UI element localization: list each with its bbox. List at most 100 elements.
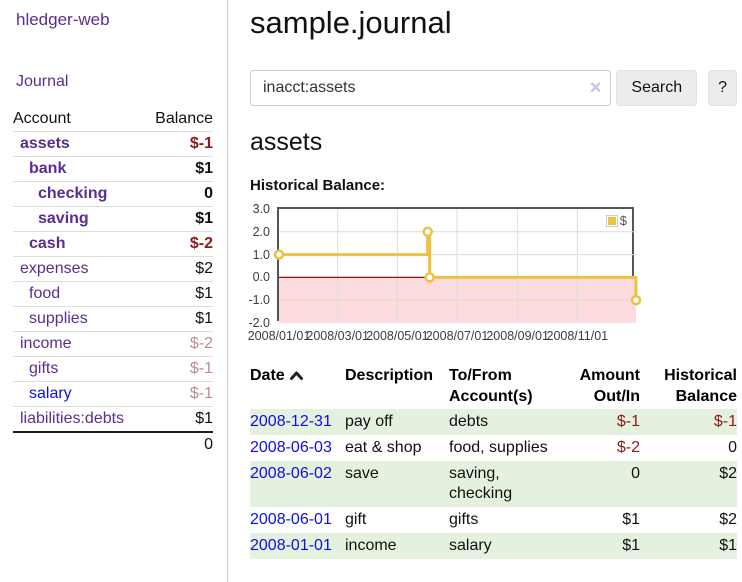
transaction-accounts: food, supplies [449, 439, 548, 456]
transaction-date-link[interactable]: 2008-06-02 [250, 465, 332, 482]
sidebar-account-food[interactable]: food [29, 285, 61, 302]
y-axis-tick-label: 0.0 [252, 270, 270, 285]
account-balance: $-1 [144, 356, 213, 382]
register-header-row: Date Description To/From Account(s) Amou… [250, 363, 737, 409]
y-axis-tick-label: 2.0 [252, 224, 270, 239]
account-balance: $-1 [144, 381, 213, 407]
account-balance: $1 [144, 406, 213, 432]
clear-search-icon[interactable]: × [589, 77, 602, 99]
register-header-date[interactable]: Date [250, 363, 345, 409]
sidebar-account-supplies[interactable]: supplies [29, 310, 88, 327]
account-row: checking 0 [13, 181, 213, 207]
account-balance: $-1 [144, 131, 213, 157]
help-button[interactable]: ? [708, 70, 737, 106]
register-header-balance-line2: Balance [675, 388, 737, 405]
accounts-header-balance: Balance [155, 110, 213, 127]
accounts-table: Account Balance assets $-1 bank $1 checking 0… [13, 107, 213, 457]
transaction-balance: $-1 [713, 413, 737, 430]
account-row: liabilities:debts $1 [13, 406, 213, 432]
sidebar-account-saving[interactable]: saving [38, 210, 89, 227]
nav-journal-link[interactable]: Journal [16, 73, 69, 90]
sidebar: hledger-web Journal Account Balance asse… [0, 0, 228, 582]
x-axis-tick-label: 2008/05/01 [366, 329, 429, 343]
transaction-accounts: debts [449, 413, 489, 430]
sidebar-account-bank[interactable]: bank [29, 160, 67, 177]
sidebar-account-income[interactable]: income [20, 335, 72, 352]
transaction-amount: 0 [631, 465, 640, 482]
transaction-date-link[interactable]: 2008-12-31 [250, 413, 332, 430]
register-table: Date Description To/From Account(s) Amou… [250, 363, 737, 559]
transaction-balance: $1 [719, 537, 737, 554]
sidebar-account-expenses[interactable]: expenses [20, 260, 89, 277]
account-balance: $-2 [144, 331, 213, 357]
x-axis-tick-label: 2008/09/01 [486, 329, 549, 343]
sidebar-account-gifts[interactable]: gifts [29, 360, 59, 377]
account-row: assets $-1 [13, 131, 213, 157]
brand-link[interactable]: hledger-web [16, 10, 110, 29]
y-axis-tick-label: 1.0 [252, 247, 270, 262]
search-button[interactable]: Search [616, 70, 698, 106]
register-header-amount-line2: Out/In [593, 388, 640, 405]
account-row: salary $-1 [13, 381, 213, 407]
sidebar-account-liabilities-debts[interactable]: liabilities:debts [20, 410, 125, 427]
x-axis-tick-label: 2008/03/01 [306, 329, 369, 343]
page-title: sample.journal [250, 5, 452, 40]
transaction-description: gift [345, 511, 367, 528]
transaction-amount: $1 [622, 511, 640, 528]
register-header-accounts-line1: To/From [449, 367, 512, 384]
register-header-description: Description [345, 367, 434, 384]
transaction-balance: $2 [719, 465, 737, 482]
search-row: × Search ? [250, 70, 737, 106]
transaction-description: save [345, 465, 379, 482]
register-row: 2008-12-31 pay off debts $-1 $-1 [250, 409, 737, 435]
sidebar-account-checking[interactable]: checking [38, 185, 108, 202]
sidebar-account-assets[interactable]: assets [20, 135, 70, 152]
transaction-description: income [345, 537, 397, 554]
register-body: 2008-12-31 pay off debts $-1 $-1 2008-06-03 ea… [250, 409, 737, 559]
transaction-description: pay off [345, 413, 393, 430]
sort-ascending-icon [289, 371, 303, 380]
balance-chart: $ 3.0 2.0 1.0 0.0 -1.0 -2.0 2008/01/01 2008/03/… [247, 202, 737, 351]
transaction-date-link[interactable]: 2008-01-01 [250, 537, 332, 554]
account-row: bank $1 [13, 156, 213, 182]
main-content: sample.journal × Search ? assets Histori… [247, 0, 737, 559]
legend-swatch-icon [605, 214, 618, 227]
x-axis-tick-label: 2008/07/01 [425, 329, 489, 343]
transaction-balance: 0 [728, 439, 737, 456]
account-balance: $1 [144, 156, 213, 182]
register-header-balance: Historical Balance [640, 363, 737, 409]
search-input[interactable] [250, 70, 612, 106]
register-header-balance-line1: Historical [664, 367, 737, 384]
account-balance: $2 [144, 256, 213, 282]
account-row: gifts $-1 [13, 356, 213, 382]
transaction-accounts: salary [449, 537, 492, 554]
transaction-balance: $2 [719, 511, 737, 528]
x-axis-tick-label: 2008/11/01 [546, 329, 609, 343]
chart-title: Historical Balance: [250, 177, 386, 194]
register-header-accounts: To/From Account(s) [449, 363, 568, 409]
transaction-date-link[interactable]: 2008-06-03 [250, 439, 332, 456]
sidebar-account-cash[interactable]: cash [29, 235, 66, 252]
transaction-accounts: saving, checking [449, 465, 513, 502]
register-row: 2008-01-01 income salary $1 $1 [250, 533, 737, 559]
account-row: cash $-2 [13, 231, 213, 257]
accounts-total-value: 0 [13, 431, 213, 457]
account-balance: 0 [144, 181, 213, 207]
accounts-header-account: Account [13, 110, 71, 127]
legend-label: $ [619, 213, 627, 228]
account-balance: $1 [144, 306, 213, 332]
account-row: saving $1 [13, 206, 213, 232]
account-row: supplies $1 [13, 306, 213, 332]
account-balance: $1 [144, 281, 213, 307]
account-heading: assets [250, 128, 323, 156]
account-row: food $1 [13, 281, 213, 307]
y-axis-tick-label: -1.0 [248, 293, 270, 308]
transaction-date-link[interactable]: 2008-06-01 [250, 511, 332, 528]
x-axis-tick-label: 2008/01/01 [247, 329, 311, 343]
accounts-header-row: Account Balance [13, 107, 213, 132]
accounts-total-row: 0 [13, 431, 213, 457]
sidebar-account-salary[interactable]: salary [29, 385, 72, 402]
search-box: × [250, 70, 612, 106]
register-header-amount: Amount Out/In [568, 363, 640, 409]
y-axis-tick-label: -2.0 [248, 316, 270, 330]
